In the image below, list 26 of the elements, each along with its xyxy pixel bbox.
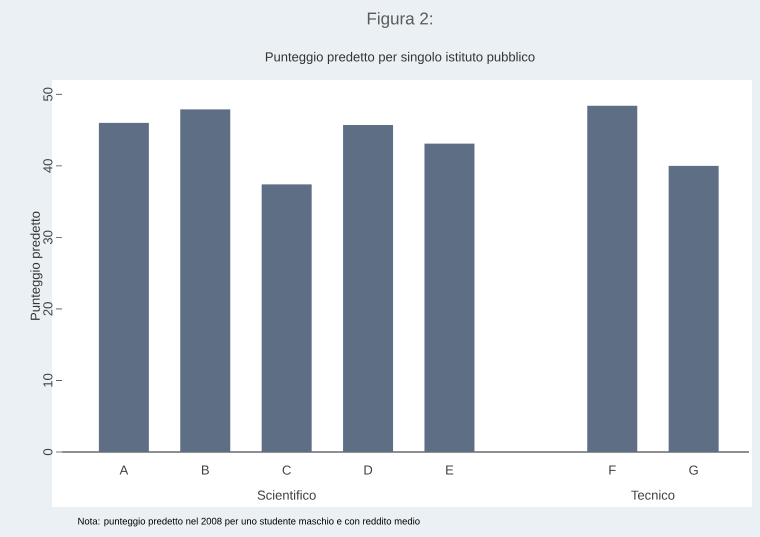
y-tick-label: 10 bbox=[43, 374, 52, 387]
text: Scientifico bbox=[258, 490, 316, 500]
y-axis-title: Punteggio predetto bbox=[30, 212, 42, 320]
x-tick-label: E bbox=[446, 466, 454, 474]
chart-subtitle: Punteggio predetto per singolo istituto pubblico bbox=[266, 52, 535, 64]
x-tick-label: D bbox=[364, 466, 372, 474]
x-tick-label: C bbox=[282, 466, 291, 475]
chart-title: Figura 2: bbox=[368, 12, 432, 28]
x-tick-label: B bbox=[202, 466, 209, 474]
bar bbox=[668, 166, 719, 452]
y-tick-label: 30 bbox=[43, 230, 52, 244]
x-tick-label: G bbox=[689, 466, 698, 475]
x-tick-label: A bbox=[120, 466, 128, 474]
y-tick-label: 50 bbox=[43, 88, 52, 102]
bar bbox=[343, 125, 394, 452]
bar bbox=[587, 106, 638, 452]
y-tick-label: 20 bbox=[43, 302, 52, 316]
bar bbox=[98, 122, 149, 452]
bar bbox=[180, 109, 230, 452]
x-tick-label: F bbox=[609, 466, 616, 474]
bar bbox=[262, 184, 312, 452]
text: Nota: punteggio predetto nel 2008 per uno studente maschio e con reddito medio bbox=[78, 518, 420, 526]
text: Tecnico bbox=[631, 490, 674, 500]
y-tick-label: 40 bbox=[43, 159, 52, 173]
bar bbox=[424, 144, 474, 452]
y-tick-label: 0 bbox=[43, 448, 52, 456]
